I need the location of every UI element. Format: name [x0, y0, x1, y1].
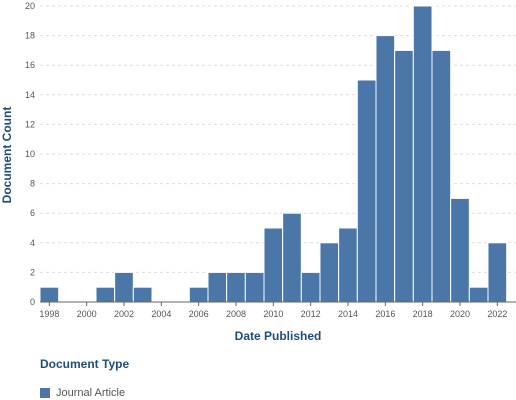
bar-2016[interactable] — [375, 35, 396, 303]
x-tick-label: 2002 — [114, 309, 134, 319]
axes — [40, 301, 516, 306]
y-tick-label: 20 — [25, 1, 35, 11]
y-tick-label: 8 — [30, 179, 35, 189]
y-axis-title: Document Count — [0, 107, 14, 204]
bar-2022[interactable] — [487, 242, 508, 303]
bar-2017[interactable] — [394, 49, 414, 303]
x-tick-label: 2018 — [413, 309, 433, 319]
bar-2003[interactable] — [132, 286, 153, 303]
y-tick-label: 18 — [25, 31, 35, 41]
x-tick-label: 2022 — [487, 309, 507, 319]
bar-2002[interactable] — [114, 271, 134, 303]
legend-title: Document Type — [40, 357, 130, 371]
x-tick-label: 2004 — [151, 309, 171, 319]
x-tick-label: 2020 — [450, 309, 470, 319]
legend-item-label: Journal Article — [56, 387, 126, 399]
x-tick-label: 2014 — [338, 309, 358, 319]
y-tick-label: 16 — [25, 60, 35, 70]
y-tick-label: 2 — [30, 267, 35, 277]
y-tick-label: 14 — [25, 90, 35, 100]
bar-2014[interactable] — [338, 227, 358, 303]
bar-2020[interactable] — [450, 197, 470, 303]
x-tick-label: 2016 — [375, 309, 395, 319]
bar-2007[interactable] — [207, 271, 228, 303]
legend-item-journal-article[interactable]: Journal Article — [40, 387, 129, 399]
bar-chart: 0 2 4 6 8 10 12 14 16 18 20 1998 2000 2002 2004 2006 20… — [0, 1, 516, 340]
y-tick-label: 10 — [25, 149, 35, 159]
legend: Document Type Journal Article — [40, 357, 129, 399]
bar-2013[interactable] — [319, 242, 340, 303]
x-tick-label: 1998 — [39, 309, 59, 319]
bar-2006[interactable] — [188, 286, 209, 303]
x-tick-label: 2010 — [263, 309, 283, 319]
bar-2012[interactable] — [300, 271, 321, 303]
bar-1998[interactable] — [39, 286, 60, 303]
y-tick-label: 12 — [25, 119, 35, 129]
bar-2010[interactable] — [263, 227, 284, 303]
bar-2009[interactable] — [244, 271, 265, 303]
bar-2008[interactable] — [226, 271, 246, 303]
bar-2015[interactable] — [356, 79, 377, 303]
x-tick-label: 2000 — [77, 309, 97, 319]
bar-2021[interactable] — [468, 286, 489, 303]
x-axis-title: Date Published — [235, 329, 322, 340]
x-tick-label: 2012 — [301, 309, 321, 319]
bar-2001[interactable] — [95, 286, 116, 303]
bars — [39, 5, 508, 303]
y-tick-labels: 0 2 4 6 8 10 12 14 16 18 20 — [25, 1, 35, 307]
x-tick-labels: 1998 2000 2002 2004 2006 2008 2010 2012 2014 2016… — [39, 309, 507, 319]
x-tick-label: 2006 — [189, 309, 209, 319]
y-tick-label: 6 — [30, 208, 35, 218]
legend-swatch — [40, 388, 50, 398]
bar-2011[interactable] — [282, 212, 302, 303]
y-tick-label: 0 — [30, 297, 35, 307]
y-tick-label: 4 — [30, 238, 35, 248]
bar-2019[interactable] — [431, 49, 452, 303]
bar-2018[interactable] — [412, 5, 433, 303]
x-tick-label: 2008 — [226, 309, 246, 319]
